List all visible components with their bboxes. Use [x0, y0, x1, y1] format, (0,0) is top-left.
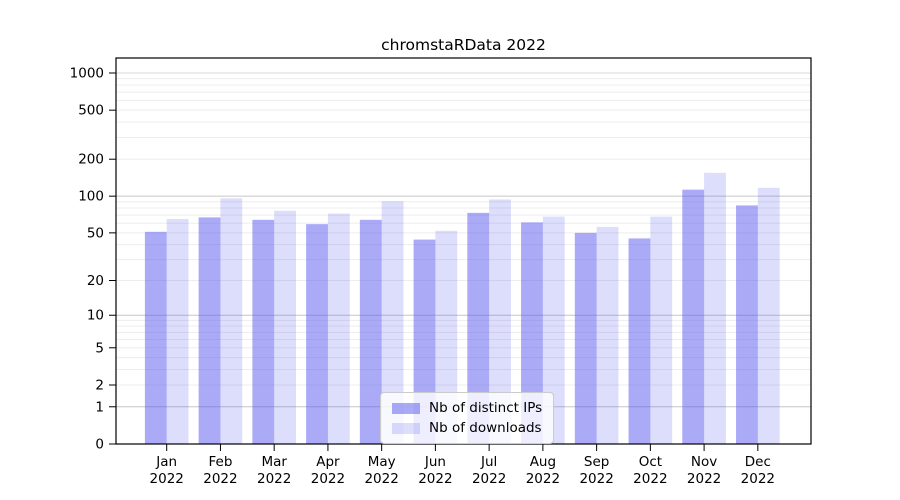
x-tick-label-year: 2022: [741, 471, 775, 487]
bar-distinct-ips-apr: [306, 224, 328, 444]
bar-downloads-nov: [704, 172, 726, 444]
x-tick-label-month: Mar: [261, 454, 287, 470]
x-tick-label-month: Feb: [208, 454, 232, 470]
y-tick-label: 20: [87, 273, 104, 289]
bar-distinct-ips-feb: [198, 217, 221, 444]
x-tick-label-year: 2022: [687, 471, 721, 487]
legend-item-downloads: Nb of downloads: [392, 418, 542, 438]
y-tick-label: 50: [87, 225, 104, 241]
x-tick-label-year: 2022: [472, 471, 506, 487]
y-tick-label: 5: [95, 340, 104, 356]
bar-distinct-ips-sep: [574, 232, 597, 444]
legend-label-distinct-ips: Nb of distinct IPs: [429, 400, 543, 416]
x-tick-label-month: Aug: [530, 454, 556, 470]
y-tick-label: 200: [78, 152, 104, 168]
x-tick-label-month: Jun: [424, 454, 446, 470]
y-tick-label: 100: [78, 189, 104, 205]
x-tick-label-year: 2022: [364, 471, 398, 487]
y-tick-label: 1000: [70, 65, 104, 81]
x-tick-label-month: Oct: [639, 454, 662, 470]
x-tick-label-month: Nov: [691, 454, 717, 470]
bar-distinct-ips-jan: [144, 231, 167, 444]
legend: Nb of distinct IPs Nb of downloads: [380, 392, 555, 444]
bar-distinct-ips-mar: [252, 219, 275, 444]
bar-distinct-ips-dec: [736, 205, 758, 444]
bar-downloads-jun: [435, 230, 458, 444]
x-tick-label-year: 2022: [418, 471, 452, 487]
legend-swatch-downloads: [392, 422, 420, 434]
x-tick-label-year: 2022: [150, 471, 184, 487]
x-tick-label-year: 2022: [203, 471, 237, 487]
bar-downloads-jul: [489, 199, 511, 444]
chart-title: chromstaRData 2022: [381, 36, 546, 54]
y-tick-label: 2: [95, 378, 104, 394]
x-tick-label-month: Jul: [480, 454, 497, 470]
y-tick-label: 10: [87, 308, 104, 324]
x-tick-label-year: 2022: [633, 471, 667, 487]
x-tick-label-month: Dec: [745, 454, 771, 470]
legend-item-distinct-ips: Nb of distinct IPs: [392, 398, 542, 418]
bar-distinct-ips-may: [359, 219, 382, 444]
bar-downloads-jan: [166, 219, 189, 444]
bar-downloads-may: [381, 201, 404, 444]
x-tick-label-month: Apr: [316, 454, 340, 470]
x-tick-label-month: Sep: [584, 454, 609, 470]
bar-downloads-mar: [274, 210, 296, 444]
x-tick-label-year: 2022: [579, 471, 613, 487]
x-tick-label-year: 2022: [526, 471, 560, 487]
bar-downloads-dec: [757, 187, 780, 444]
x-tick-label-month: Jan: [155, 454, 177, 470]
bar-distinct-ips-nov: [682, 189, 705, 444]
bar-distinct-ips-oct: [628, 238, 651, 444]
bar-distinct-ips-jul: [467, 212, 490, 444]
legend-label-downloads: Nb of downloads: [429, 420, 542, 436]
x-tick-label-month: May: [368, 454, 396, 470]
bar-distinct-ips-aug: [521, 222, 543, 444]
x-tick-label-year: 2022: [311, 471, 345, 487]
bar-downloads-sep: [596, 226, 619, 444]
legend-swatch-distinct-ips: [392, 402, 420, 414]
bar-downloads-feb: [220, 198, 243, 444]
y-tick-label: 0: [95, 437, 104, 453]
bar-downloads-oct: [650, 216, 673, 444]
y-tick-label: 500: [78, 103, 104, 119]
plot-border: [115, 57, 812, 445]
y-tick-label: 1: [95, 399, 104, 415]
bar-downloads-aug: [542, 216, 565, 444]
bar-downloads-apr: [327, 213, 350, 444]
x-tick-label-year: 2022: [257, 471, 291, 487]
